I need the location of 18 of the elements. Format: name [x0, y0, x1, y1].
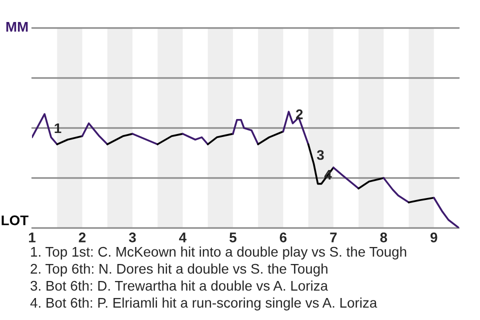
- annotation: 1: [54, 123, 62, 134]
- x-tick-label: 1: [29, 232, 36, 242]
- x-tick-label: 5: [230, 232, 236, 242]
- x-tick-label: 7: [330, 232, 337, 242]
- x-tick-label: 6: [280, 232, 287, 242]
- text: 1. Top 1st: C. McKeown hit into a double play vs S. the Tough: [31, 246, 406, 260]
- x-tick-label: 4: [179, 232, 186, 242]
- x-tick-label: 3: [128, 232, 136, 242]
- text: 3. Bot 6th: D. Trewartha hit a double vs A. Loriza: [30, 280, 328, 291]
- x-tick-label: 9: [430, 232, 438, 242]
- ref-line-label: MM: [6, 22, 28, 32]
- ref-line-label: LOT: [2, 215, 28, 226]
- annotation: 3: [316, 150, 324, 160]
- annotation: 2: [296, 109, 303, 120]
- text: 2. Top 6th: N. Dores hit a double vs S. the Tough: [30, 264, 328, 276]
- text: 4. Bot 6th: P. Elriamli hit a run-scoring single vs A. Loriza: [30, 298, 378, 310]
- x-tick-label: 2: [78, 232, 86, 242]
- x-tick-label: 8: [380, 232, 388, 242]
